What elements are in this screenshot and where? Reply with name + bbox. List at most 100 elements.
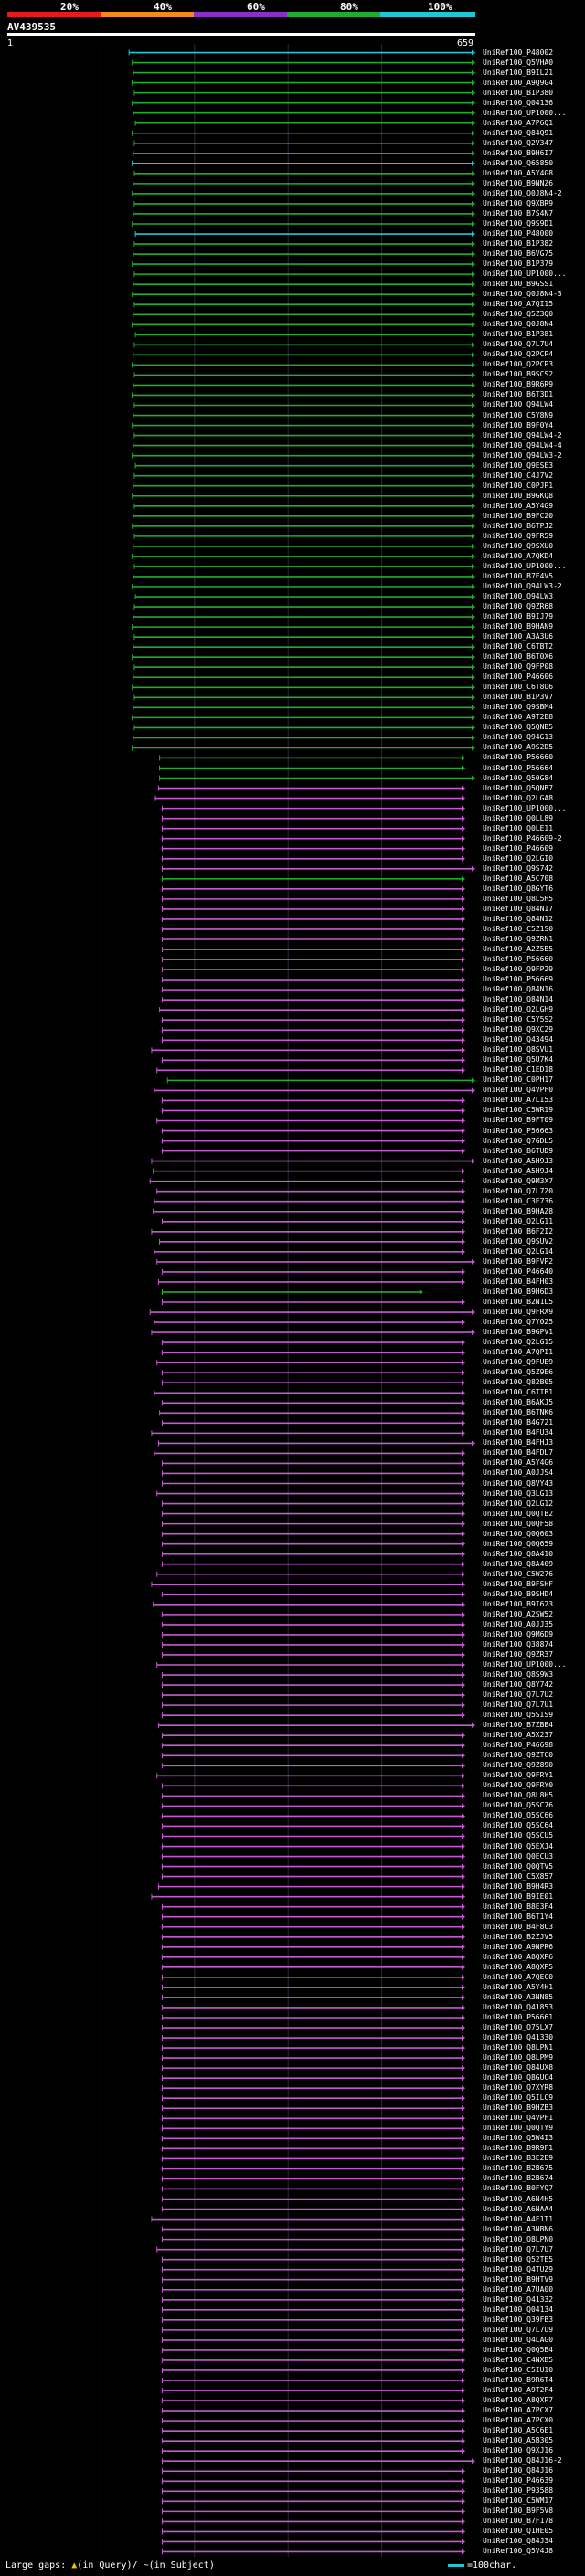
hit-label[interactable]: UniRef100_UP1000... (483, 803, 567, 812)
hit-label[interactable]: UniRef100_Q9ESE3 (483, 461, 554, 470)
hit-label[interactable]: UniRef100_Q7L7U2 (483, 1691, 554, 1700)
hit-label[interactable]: UniRef100_B9I623 (483, 1599, 554, 1608)
hit-label[interactable]: UniRef100_B9SHD4 (483, 1589, 554, 1598)
hit-label[interactable]: UniRef100_A6NAA4 (483, 2204, 554, 2213)
hit-label[interactable]: UniRef100_Q84N16 (483, 985, 554, 994)
hit-label[interactable]: UniRef100_Q94LW3-2 (483, 451, 562, 460)
hit-label[interactable]: UniRef100_Q84J16 (483, 2466, 554, 2475)
hit-label[interactable]: UniRef100_Q4VPF1 (483, 2114, 554, 2123)
hit-label[interactable]: UniRef100_Q0QTY9 (483, 2124, 554, 2133)
hit-label[interactable]: UniRef100_A8QXP6 (483, 1952, 554, 1961)
hit-label[interactable]: UniRef100_Q2LG14 (483, 1246, 554, 1256)
hit-label[interactable]: UniRef100_Q9SXU0 (483, 541, 554, 550)
hit-label[interactable]: UniRef100_B9F5V8 (483, 2507, 554, 2516)
hit-label[interactable]: UniRef100_B1P379 (483, 260, 554, 269)
hit-label[interactable]: UniRef100_B9R6R9 (483, 380, 554, 389)
hit-label[interactable]: UniRef100_Q8LPN1 (483, 2043, 554, 2052)
hit-label[interactable]: UniRef100_B6TNK6 (483, 1408, 554, 1417)
hit-label[interactable]: UniRef100_C5Y8N9 (483, 410, 554, 419)
hit-label[interactable]: UniRef100_C3E736 (483, 1196, 554, 1205)
hit-label[interactable]: UniRef100_C4J7V2 (483, 471, 554, 480)
hit-label[interactable]: UniRef100_UP1000... (483, 108, 567, 117)
hit-label[interactable]: UniRef100_C0PH17 (483, 1076, 554, 1085)
hit-label[interactable]: UniRef100_Q5SC66 (483, 1811, 554, 1820)
hit-label[interactable]: UniRef100_A5Y4H1 (483, 1982, 554, 1991)
hit-label[interactable]: UniRef100_C5WM17 (483, 2496, 554, 2506)
hit-label[interactable]: UniRef100_B1P380 (483, 88, 554, 97)
hit-label[interactable]: UniRef100_Q5SCU5 (483, 1831, 554, 1840)
hit-label[interactable]: UniRef100_Q9S9D1 (483, 218, 554, 228)
hit-label[interactable]: UniRef100_Q94LW3-2 (483, 582, 562, 590)
hit-label[interactable]: UniRef100_A8QXP7 (483, 2396, 554, 2405)
hit-label[interactable]: UniRef100_Q8GUC4 (483, 2073, 554, 2083)
hit-label[interactable]: UniRef100_B9SCS2 (483, 370, 554, 379)
hit-label[interactable]: UniRef100_Q9FRX9 (483, 1308, 554, 1317)
hit-label[interactable]: UniRef100_A2Z5B5 (483, 945, 554, 954)
hit-label[interactable]: UniRef100_Q8Y742 (483, 1680, 554, 1690)
hit-label[interactable]: UniRef100_Q8LPN0 (483, 2234, 554, 2243)
hit-label[interactable]: UniRef100_Q2LG11 (483, 1216, 554, 1225)
hit-label[interactable]: UniRef100_C5W276 (483, 1569, 554, 1578)
hit-label[interactable]: UniRef100_C0PJP1 (483, 481, 554, 490)
hit-label[interactable]: UniRef100_Q84N14 (483, 995, 554, 1004)
hit-label[interactable]: UniRef100_A5X237 (483, 1731, 554, 1740)
hit-label[interactable]: UniRef100_Q84Q91 (483, 128, 554, 137)
hit-label[interactable]: UniRef100_Q2LG12 (483, 1499, 554, 1508)
hit-label[interactable]: UniRef100_Q0Q603 (483, 1529, 554, 1538)
hit-label[interactable]: UniRef100_Q94LW4 (483, 400, 554, 409)
hit-label[interactable]: UniRef100_P46609-2 (483, 833, 562, 843)
hit-label[interactable]: UniRef100_Q5V4J8 (483, 2547, 554, 2556)
hit-label[interactable]: UniRef100_C6TIB1 (483, 1388, 554, 1397)
hit-label[interactable]: UniRef100_Q2LGI0 (483, 853, 554, 863)
hit-label[interactable]: UniRef100_Q4TUZ9 (483, 2264, 554, 2274)
hit-label[interactable]: UniRef100_B9IL21 (483, 68, 554, 77)
hit-label[interactable]: UniRef100_Q84J16-2 (483, 2456, 562, 2465)
hit-label[interactable]: UniRef100_P46606 (483, 673, 554, 682)
hit-label[interactable]: UniRef100_Q0J8N4-3 (483, 290, 562, 299)
hit-label[interactable]: UniRef100_A7PCX7 (483, 2406, 554, 2415)
hit-label[interactable]: UniRef100_Q0ECU3 (483, 1851, 554, 1860)
hit-label[interactable]: UniRef100_Q9SUV2 (483, 1236, 554, 1246)
hit-label[interactable]: UniRef100_B4FDL7 (483, 1448, 554, 1458)
hit-label[interactable]: UniRef100_A6N4H5 (483, 2194, 554, 2203)
hit-label[interactable]: UniRef100_Q5W4I3 (483, 2134, 554, 2143)
hit-label[interactable]: UniRef100_Q9M6D9 (483, 1629, 554, 1638)
hit-label[interactable]: UniRef100_B7ZBB4 (483, 1721, 554, 1730)
hit-label[interactable]: UniRef100_Q0LL89 (483, 813, 554, 822)
hit-label[interactable]: UniRef100_B6T3D1 (483, 390, 554, 399)
hit-label[interactable]: UniRef100_P93588 (483, 2486, 554, 2496)
hit-label[interactable]: UniRef100_B2N1L5 (483, 1298, 554, 1306)
hit-label[interactable]: UniRef100_Q4LAG0 (483, 2335, 554, 2344)
hit-label[interactable]: UniRef100_Q75LX7 (483, 2023, 554, 2032)
hit-label[interactable]: UniRef100_B7S4N7 (483, 208, 554, 217)
hit-label[interactable]: UniRef100_A7LI53 (483, 1096, 554, 1105)
hit-label[interactable]: UniRef100_B6VG75 (483, 249, 554, 259)
hit-label[interactable]: UniRef100_C5X857 (483, 1871, 554, 1881)
hit-label[interactable]: UniRef100_Q8VY43 (483, 1479, 554, 1488)
hit-label[interactable]: UniRef100_A9T2B8 (483, 713, 554, 722)
hit-label[interactable]: UniRef100_Q84J34 (483, 2537, 554, 2546)
hit-label[interactable]: UniRef100_P56664 (483, 763, 554, 772)
hit-label[interactable]: UniRef100_Q8GYT6 (483, 884, 554, 893)
hit-label[interactable]: UniRef100_B4FHJ3 (483, 1438, 554, 1447)
hit-label[interactable]: UniRef100_Q2LG15 (483, 1338, 554, 1347)
hit-label[interactable]: UniRef100_Q94LW4-2 (483, 430, 562, 440)
hit-label[interactable]: UniRef100_Q3LG13 (483, 1489, 554, 1498)
hit-label[interactable]: UniRef100_Q5ILC9 (483, 2094, 554, 2103)
hit-label[interactable]: UniRef100_B9H4R3 (483, 1882, 554, 1891)
hit-label[interactable]: UniRef100_Q9FRY0 (483, 1781, 554, 1790)
hit-label[interactable]: UniRef100_B1P381 (483, 330, 554, 339)
hit-label[interactable]: UniRef100_Q7L7Z0 (483, 1186, 554, 1195)
hit-label[interactable]: UniRef100_Q7XYR8 (483, 2083, 554, 2093)
hit-label[interactable]: UniRef100_C5Y5S2 (483, 1015, 554, 1024)
hit-label[interactable]: UniRef100_UP1000... (483, 270, 567, 279)
hit-label[interactable]: UniRef100_B1P3V7 (483, 693, 554, 702)
hit-label[interactable]: UniRef100_B9IJ79 (483, 612, 554, 621)
hit-label[interactable]: UniRef100_Q2LGH9 (483, 1005, 554, 1014)
hit-label[interactable]: UniRef100_P56661 (483, 2012, 554, 2021)
hit-label[interactable]: UniRef100_A0JJ35 (483, 1619, 554, 1628)
hit-label[interactable]: UniRef100_B6TPJ2 (483, 521, 554, 530)
hit-label[interactable]: UniRef100_P56669 (483, 975, 554, 984)
hit-label[interactable]: UniRef100_A7QPI1 (483, 1348, 554, 1357)
hit-label[interactable]: UniRef100_B6AKJ5 (483, 1398, 554, 1407)
